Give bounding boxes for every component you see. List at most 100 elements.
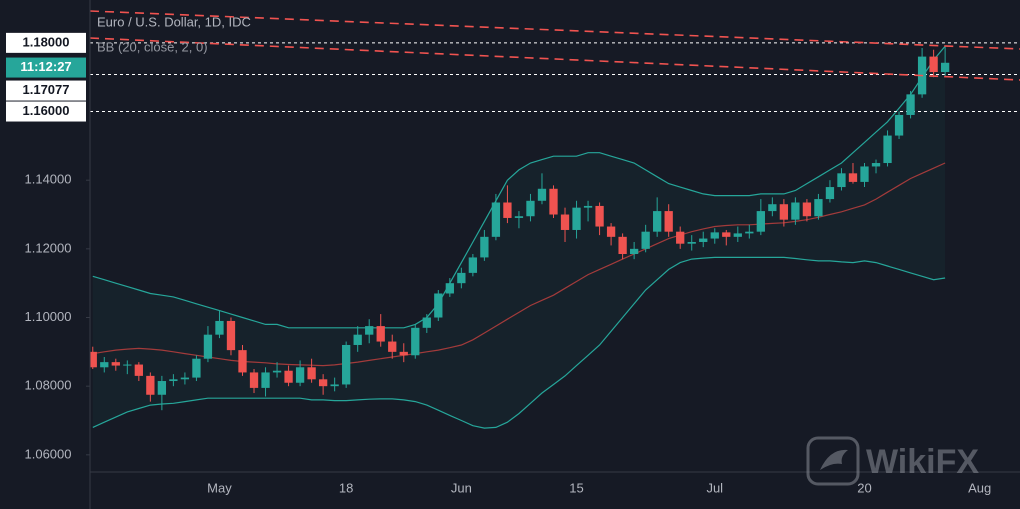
candle-body xyxy=(653,211,662,232)
candle-body xyxy=(802,202,812,217)
candle-body xyxy=(90,351,97,368)
candle-body xyxy=(123,364,132,366)
candle-body xyxy=(365,326,374,335)
lines-layer xyxy=(90,42,1020,113)
candle-body xyxy=(353,334,362,345)
candle-body xyxy=(468,257,478,273)
hline-label: 1.18000 xyxy=(23,34,70,49)
candle-body xyxy=(295,367,305,383)
candle-body xyxy=(134,364,143,376)
candle-body xyxy=(342,344,351,385)
candle-body xyxy=(261,372,270,388)
candle-body xyxy=(779,204,789,220)
candle-body xyxy=(664,211,673,232)
candle-body xyxy=(710,232,719,239)
candle-body xyxy=(929,56,938,73)
candle-body xyxy=(434,293,443,318)
hline-label-box xyxy=(6,32,86,53)
x-tick-label: Jul xyxy=(706,480,723,495)
candle-body xyxy=(745,231,754,234)
candle-body xyxy=(860,166,869,182)
candle-body xyxy=(376,326,385,342)
candle-body xyxy=(791,202,800,220)
candle-body xyxy=(238,350,247,373)
candle-body xyxy=(388,341,397,352)
candle-body xyxy=(560,214,570,230)
x-tick-label: Jun xyxy=(451,480,472,495)
bands-layer xyxy=(92,45,946,429)
chart-title: Euro / U.S. Dollar, 1D, IDC xyxy=(97,14,251,29)
last-price-label: 1.17077 xyxy=(23,82,70,97)
y-tick-label: 1.08000 xyxy=(25,378,72,393)
axis-layer: 1.14000 1.12000 1.10000 1.08000 1.06000 1.180… xyxy=(6,32,991,495)
x-tick-label: 18 xyxy=(339,480,353,495)
last-price-label-box xyxy=(6,80,86,101)
candle-body xyxy=(100,362,109,368)
candle-body xyxy=(284,370,293,383)
candle-body xyxy=(272,370,282,373)
x-tick-label: May xyxy=(207,480,232,495)
candle-body xyxy=(491,202,501,237)
candle-body xyxy=(629,248,639,254)
candle-body xyxy=(192,358,201,378)
candle-body xyxy=(169,379,178,382)
candle-body xyxy=(445,283,454,294)
watermark-logo xyxy=(806,436,860,486)
y-tick-label: 1.10000 xyxy=(25,309,72,324)
candle-body xyxy=(733,233,742,237)
trend-lines xyxy=(90,10,1020,81)
candle-body xyxy=(411,327,420,356)
candle-body xyxy=(756,211,765,232)
candle-body xyxy=(814,199,823,217)
watermark-icon xyxy=(820,449,848,470)
candle-body xyxy=(906,94,915,115)
candle-body xyxy=(111,362,120,366)
watermark-text: WikiFX xyxy=(866,443,979,481)
candle-body xyxy=(514,216,524,218)
countdown-label-box xyxy=(6,57,86,78)
candle-body xyxy=(883,135,892,164)
candle-body xyxy=(180,377,190,380)
candle-body xyxy=(318,379,328,387)
candle-body xyxy=(595,205,604,227)
candle-body xyxy=(307,367,316,380)
hline-label-box xyxy=(6,101,86,122)
candle-body xyxy=(215,320,224,335)
y-tick-label: 1.06000 xyxy=(25,446,72,461)
candle-body xyxy=(722,232,731,237)
candle-body xyxy=(330,384,339,387)
candle-body xyxy=(399,351,408,356)
candle-body xyxy=(226,320,236,351)
candle-body xyxy=(837,173,846,188)
candle-body xyxy=(480,236,489,258)
candle-body xyxy=(676,231,685,244)
watermark: WikiFX xyxy=(806,436,979,486)
y-tick-label: 1.14000 xyxy=(25,172,72,187)
countdown-label: 11:12:27 xyxy=(20,59,71,74)
bollinger-upper xyxy=(92,45,946,329)
bollinger-basis xyxy=(92,162,946,367)
candle-body xyxy=(422,317,431,328)
bollinger-lower xyxy=(92,256,946,429)
candle-body xyxy=(825,187,835,200)
candle-body xyxy=(572,207,581,230)
candles-layer xyxy=(90,46,950,411)
candle-body xyxy=(699,238,708,242)
trend-line xyxy=(90,37,1020,81)
candle-body xyxy=(203,334,213,359)
x-tick-label: 15 xyxy=(569,480,583,495)
candle-body xyxy=(146,375,155,395)
candle-body xyxy=(503,202,512,218)
candle-body xyxy=(768,204,777,212)
indicator-label: BB (20, close, 2, 0) xyxy=(97,39,208,54)
candle-body xyxy=(537,188,547,201)
candle-body xyxy=(687,241,696,244)
y-tick-label: 1.12000 xyxy=(25,240,72,255)
candle-body xyxy=(549,188,558,215)
candle-body xyxy=(848,173,858,182)
candle-body xyxy=(526,200,535,217)
hline-label: 1.16000 xyxy=(23,103,70,118)
